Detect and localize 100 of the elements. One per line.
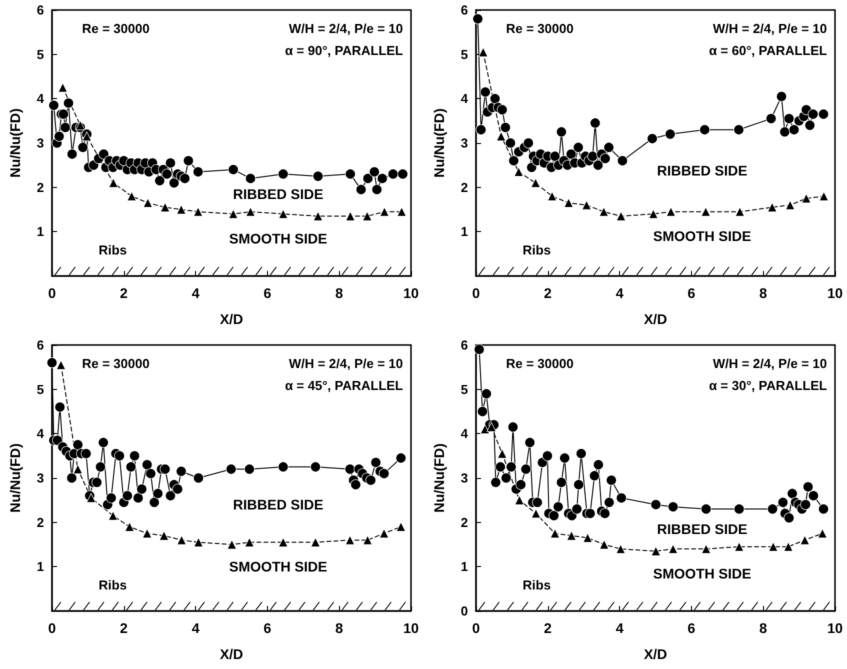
point [542,450,553,462]
point [80,448,92,459]
point [474,344,485,355]
point [566,530,576,540]
point [310,462,321,472]
point [344,464,356,474]
series-label: SMOOTH SIDE [229,230,328,246]
annotation: Re = 30000 [506,21,574,36]
point [701,544,711,554]
point [582,200,592,210]
point [228,164,239,175]
point [73,464,83,474]
annotation: α = 30°, PARALLEL [708,378,828,393]
x-tick-label: 10 [827,285,843,301]
point [176,535,186,545]
point [784,113,794,124]
point [550,528,560,538]
point [278,168,288,180]
point [95,462,106,472]
x-tick-label: 0 [472,285,480,301]
point [646,133,658,144]
point [604,142,614,153]
y-tick-label: 0 [460,604,468,618]
point [369,166,380,178]
point [552,502,564,512]
point [506,462,516,472]
point [616,211,626,221]
point [143,198,153,208]
point [312,170,324,182]
y-tick-label: 3 [460,470,468,486]
point [559,452,570,464]
point [106,492,117,504]
point [651,546,661,556]
point [556,477,567,488]
x-tick-label: 0 [48,620,56,636]
y-tick-label: 3 [36,136,44,150]
annotation: W/H = 2/4, P/e = 10 [712,356,827,371]
x-axis-title: X/D [220,311,244,327]
y-axis-title: Nu/Nu(FD) [7,108,23,178]
x-tick-label: 6 [264,620,272,636]
point [573,479,584,490]
point [310,537,320,548]
point [345,535,355,545]
y-tick-label: 6 [36,2,44,18]
x-tick-label: 8 [335,285,344,301]
point [313,211,323,221]
annotation: α = 90°, PARALLEL [284,43,404,58]
y-tick-label: 4 [36,91,45,106]
point [278,462,288,472]
point [108,510,118,520]
point [126,462,136,472]
y-axis-title: Nu/Nu(FD) [431,443,447,513]
point [573,142,584,153]
x-tick-label: 8 [335,620,344,636]
point [165,490,176,502]
point [500,122,511,133]
y-tick-label: 5 [36,46,44,62]
y-axis-title: Nu/Nu(FD) [7,443,23,513]
point [350,479,362,490]
point [700,504,712,514]
point [480,86,491,98]
annotation: Re = 30000 [82,356,150,371]
x-tick-label: 4 [616,620,624,636]
point [46,357,58,368]
point [165,158,176,168]
point [227,540,237,550]
point [550,151,560,162]
point [606,474,617,486]
point [193,472,204,484]
x-tick-label: 2 [120,620,128,636]
point [472,14,484,24]
x-tick-label: 8 [759,620,768,636]
point [495,462,506,472]
x-tick-label: 6 [688,620,696,636]
point [278,209,288,219]
point [226,464,236,474]
annotation: Ribs [522,242,551,258]
annotation: Ribs [522,578,551,593]
point [576,448,586,459]
point [72,439,84,450]
point [818,108,829,120]
point [784,512,794,524]
y-tick-label: 3 [460,136,468,150]
point [801,194,812,204]
point [180,173,190,184]
point [108,178,118,188]
point [66,472,78,484]
point [547,191,557,201]
point [523,138,534,148]
x-tick-label: 2 [544,620,552,636]
annotation: Re = 30000 [82,21,150,36]
point [508,422,518,432]
point [176,204,186,214]
point [582,533,592,543]
point [500,472,512,484]
point [183,155,194,166]
point [481,388,492,400]
point [149,497,160,508]
point [584,508,596,519]
x-tick-label: 8 [759,285,768,301]
